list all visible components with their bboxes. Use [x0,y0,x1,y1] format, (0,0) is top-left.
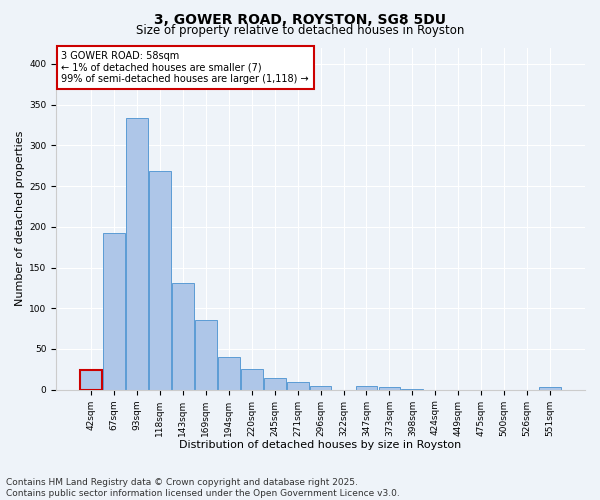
Bar [539,388,561,390]
Bar [379,388,400,390]
Text: 3, GOWER ROAD, ROYSTON, SG8 5DU: 3, GOWER ROAD, ROYSTON, SG8 5DU [154,12,446,26]
Bar [264,378,286,390]
Bar [172,283,194,390]
X-axis label: Distribution of detached houses by size in Royston: Distribution of detached houses by size … [179,440,461,450]
Bar [80,370,102,390]
Bar [310,386,331,390]
Bar [218,357,239,390]
Bar [241,368,263,390]
Bar [195,320,217,390]
Text: 3 GOWER ROAD: 58sqm
← 1% of detached houses are smaller (7)
99% of semi-detached: 3 GOWER ROAD: 58sqm ← 1% of detached hou… [61,51,309,84]
Bar [287,382,308,390]
Bar [126,118,148,390]
Text: Size of property relative to detached houses in Royston: Size of property relative to detached ho… [136,24,464,37]
Text: Contains HM Land Registry data © Crown copyright and database right 2025.
Contai: Contains HM Land Registry data © Crown c… [6,478,400,498]
Bar [356,386,377,390]
Bar [103,234,125,390]
Bar [401,389,423,390]
Y-axis label: Number of detached properties: Number of detached properties [15,131,25,306]
Bar [149,172,171,390]
